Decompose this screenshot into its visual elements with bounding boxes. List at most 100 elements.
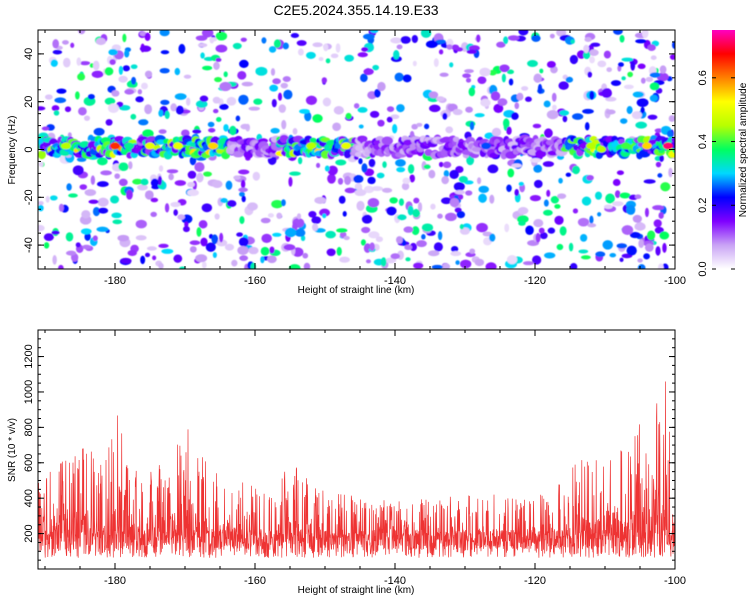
spectrogram-cell bbox=[469, 248, 476, 254]
spectrogram-cell bbox=[441, 176, 449, 185]
spectrogram-cell bbox=[201, 30, 214, 38]
spectrogram-cell bbox=[124, 49, 130, 58]
spectrogram-cell bbox=[572, 165, 580, 175]
spectrogram-cell bbox=[323, 43, 329, 52]
spectrogram-cell bbox=[533, 179, 543, 189]
spectrogram-cell bbox=[357, 52, 368, 58]
spectrogram-cell bbox=[444, 212, 457, 222]
spectrogram-cell bbox=[344, 54, 355, 62]
spectrogram-cell bbox=[476, 34, 481, 43]
spectrogram-band-cell bbox=[38, 150, 46, 160]
colorbar-tick-label: 0.0 bbox=[697, 261, 709, 276]
spectrogram-cell bbox=[609, 252, 617, 258]
spectrogram-cell bbox=[619, 34, 625, 43]
spectrogram-cell bbox=[637, 264, 646, 269]
spectrogram-cell bbox=[236, 232, 243, 237]
spectrogram-cell bbox=[140, 178, 149, 186]
spectrogram-cell bbox=[489, 194, 495, 204]
spectrogram-cell bbox=[267, 213, 274, 218]
spectrogram-cell bbox=[280, 82, 289, 89]
spectrogram-cell bbox=[637, 63, 646, 70]
spectrogram-cell bbox=[146, 246, 157, 251]
spectrogram-cell bbox=[187, 170, 197, 179]
spectrogram-cell bbox=[365, 259, 371, 264]
spectrogram-cell bbox=[582, 108, 594, 114]
spectrogram-cell bbox=[386, 116, 393, 123]
spectrogram-cell bbox=[583, 44, 590, 54]
snr-panel: -180 -160 -140 -120 -100 200 400 600 800 1000 120… bbox=[7, 329, 686, 596]
spectrogram-cell bbox=[606, 67, 612, 73]
spectrogram-cell bbox=[216, 117, 222, 122]
spectrogram-cell bbox=[333, 105, 344, 115]
spectrogram-cell bbox=[390, 114, 400, 120]
spectrogram-cell bbox=[398, 198, 405, 206]
colorbar-ticks: 0.0 0.2 0.4 0.6 bbox=[697, 70, 735, 277]
spectrogram-cell bbox=[554, 215, 564, 225]
spectrogram-cell bbox=[477, 177, 482, 185]
spectrogram-cell bbox=[195, 35, 208, 41]
spectrogram-cell bbox=[111, 90, 120, 97]
spectrogram-y-axis-label: Frequency (Hz) bbox=[7, 116, 18, 185]
spectrogram-cell bbox=[76, 157, 87, 162]
spectrogram-cell bbox=[166, 169, 179, 174]
spectrogram-cell bbox=[386, 106, 395, 112]
spectrogram-cell bbox=[322, 213, 327, 219]
spectrogram-band-cell bbox=[535, 149, 546, 158]
spectrogram-cell bbox=[439, 72, 449, 77]
spectrogram-cell bbox=[186, 97, 191, 106]
spectrogram-cell bbox=[80, 228, 92, 235]
spectrogram-cell bbox=[479, 67, 491, 77]
spectrogram-cell bbox=[303, 262, 311, 269]
spectrogram-cell bbox=[194, 162, 205, 172]
spectrogram-cell bbox=[421, 234, 426, 240]
spectrogram-cell bbox=[202, 65, 213, 71]
spectrogram-cell bbox=[413, 197, 420, 204]
spectrogram-cell bbox=[326, 248, 336, 257]
spectrogram-cell bbox=[96, 181, 109, 187]
spectrogram-cell bbox=[456, 211, 466, 219]
spectrogram-cell bbox=[445, 126, 454, 134]
spectrogram-cell bbox=[529, 157, 542, 163]
spectrogram-cell bbox=[428, 91, 439, 99]
spectrogram-cell bbox=[502, 118, 510, 128]
spectrogram-band-cell bbox=[596, 145, 607, 153]
spectrogram-cell bbox=[621, 225, 634, 235]
spectrogram-cell bbox=[248, 106, 261, 111]
spectrogram-cell bbox=[546, 60, 556, 69]
spectrogram-cell bbox=[290, 32, 300, 39]
spectrogram-cell bbox=[491, 127, 502, 137]
spectrogram-cell bbox=[135, 219, 147, 229]
spectrogram-cell bbox=[38, 200, 44, 206]
spectrogram-cell bbox=[634, 194, 642, 200]
spectrogram-cell bbox=[396, 44, 403, 50]
spectrogram-cell bbox=[109, 59, 116, 65]
spectrogram-cell bbox=[335, 43, 341, 53]
spectrogram-cell bbox=[571, 113, 584, 120]
spectrogram-cell bbox=[342, 211, 347, 217]
spectrogram-cell bbox=[114, 173, 121, 179]
spectrogram-cell bbox=[496, 41, 506, 48]
spectrogram-cell bbox=[197, 43, 208, 48]
spectrogram-cell bbox=[223, 124, 229, 132]
spectrogram-cell bbox=[363, 68, 374, 75]
spectrogram-cell bbox=[393, 50, 400, 60]
spectrogram-cell bbox=[336, 246, 342, 256]
y-tick-label: 600 bbox=[23, 454, 35, 472]
spectrogram-band-cell bbox=[309, 137, 317, 143]
snr-x-axis-label: Height of straight line (km) bbox=[298, 585, 415, 596]
spectrogram-cell bbox=[572, 208, 579, 214]
spectrogram-cell bbox=[589, 49, 599, 56]
spectrogram-cell bbox=[283, 89, 293, 100]
spectrogram-cell bbox=[377, 81, 386, 92]
spectrogram-cell bbox=[312, 42, 323, 48]
spectrogram-cell bbox=[195, 254, 208, 263]
spectrogram-cell bbox=[292, 128, 298, 135]
spectrogram-cell bbox=[363, 33, 375, 40]
spectrogram-cell bbox=[402, 177, 411, 185]
spectrogram-cell bbox=[343, 235, 350, 241]
spectrogram-cell bbox=[283, 244, 296, 251]
spectrogram-cell bbox=[668, 167, 673, 178]
spectrogram-cell bbox=[122, 65, 130, 72]
spectrogram-cell bbox=[288, 264, 301, 269]
